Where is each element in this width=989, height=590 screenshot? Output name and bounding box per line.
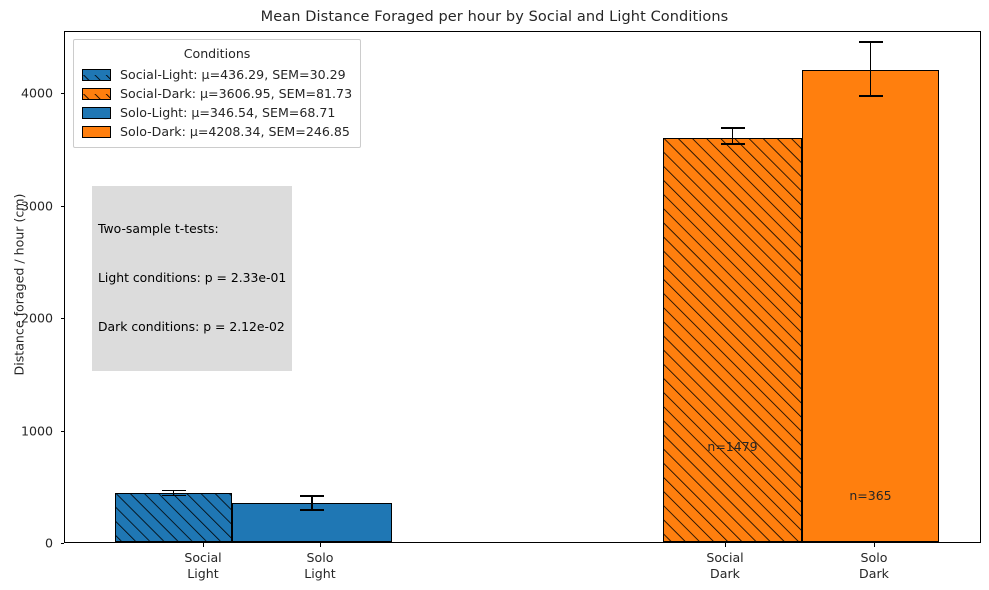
y-tick-label-3000: 3000 [20, 198, 53, 214]
y-tick-label-2000: 2000 [20, 310, 53, 326]
legend-label-social-dark: Social-Dark: μ=3606.95, SEM=81.73 [120, 86, 353, 101]
x-tick-mark-social-dark [725, 543, 727, 547]
stats-line-light: Light conditions: p = 2.33e-01 [98, 270, 287, 286]
x-tick-label-social-light-line2: Light [187, 565, 219, 581]
errorbar-solo-dark-cap-bottom [858, 95, 883, 97]
y-axis-tick-labels: 0 1000 2000 3000 4000 [0, 0, 53, 590]
errorbar-social-dark-line [731, 126, 734, 146]
y-tick-mark-4000 [60, 93, 65, 95]
y-tick-mark-3000 [60, 205, 65, 207]
errorbar-solo-light-cap-top [300, 495, 324, 498]
stats-line-dark: Dark conditions: p = 2.12e-02 [98, 318, 285, 334]
legend-swatch-social-light [82, 68, 111, 81]
y-tick-label-4000: 4000 [20, 85, 53, 101]
x-tick-label-social-dark-line1: Social [706, 550, 744, 565]
legend-item-solo-light[interactable]: Solo-Light: μ=346.54, SEM=68.71 [82, 103, 352, 122]
legend-swatch-solo-light [82, 106, 111, 119]
legend-title: Conditions [183, 46, 251, 61]
bar-social-light-hatch [116, 494, 231, 541]
y-tick-mark-2000 [60, 318, 65, 320]
stats-line-header: Two-sample t-tests: [98, 221, 219, 237]
errorbar-social-dark-cap-bottom [720, 143, 745, 146]
x-tick-label-solo-light-line1: Solo [306, 550, 334, 565]
x-tick-label-solo-dark: Solo Dark [859, 550, 889, 581]
y-tick-mark-1000 [60, 430, 65, 432]
legend-swatch-solo-dark [82, 125, 111, 138]
x-tick-label-social-dark-line2: Dark [710, 565, 740, 581]
y-tick-label-1000: 1000 [20, 423, 53, 439]
errorbar-solo-light-line [311, 495, 313, 511]
x-tick-mark-solo-light [320, 543, 322, 547]
x-tick-label-solo-light: Solo Light [304, 550, 335, 581]
legend-item-social-dark[interactable]: Social-Dark: μ=3606.95, SEM=81.73 [82, 84, 352, 103]
errorbar-social-dark-cap-top [720, 126, 745, 129]
bar-solo-dark[interactable] [802, 70, 939, 542]
errorbar-social-light-line [172, 489, 175, 497]
bar-social-dark-hatch [664, 138, 801, 541]
legend-label-solo-dark: Solo-Dark: μ=4208.34, SEM=246.85 [120, 124, 350, 139]
legend-swatch-social-dark [82, 87, 111, 100]
bar-social-dark[interactable] [663, 137, 802, 542]
y-tick-mark-0 [60, 543, 65, 545]
legend[interactable]: Conditions Social-Light: μ=436.29, SEM=3… [73, 39, 362, 148]
x-tick-label-social-dark: Social Dark [706, 550, 743, 581]
stats-annotation-box: Two-sample t-tests: Light conditions: p … [92, 186, 293, 372]
errorbar-social-light-cap-bottom [161, 494, 186, 497]
n-label-solo-dark: n=365 [849, 488, 892, 503]
x-tick-mark-solo-dark [874, 543, 876, 547]
errorbar-solo-light-cap-bottom [300, 509, 324, 511]
n-label-social-dark: n=1479 [707, 439, 758, 454]
x-tick-mark-social-light [203, 543, 205, 547]
legend-item-social-light[interactable]: Social-Light: μ=436.29, SEM=30.29 [82, 65, 352, 84]
x-tick-label-social-light: Social Light [184, 550, 221, 581]
errorbar-solo-dark-line [869, 41, 872, 97]
y-axis-label: Distance foraged / hour (cm) [11, 193, 27, 376]
page-title: Mean Distance Foraged per hour by Social… [260, 9, 729, 25]
x-tick-label-solo-dark-line2: Dark [859, 565, 889, 581]
x-tick-label-solo-dark-line1: Solo [860, 550, 888, 565]
errorbar-social-light-cap-top [161, 489, 186, 492]
x-tick-label-social-light-line1: Social [184, 550, 222, 565]
y-tick-label-0: 0 [44, 535, 53, 551]
x-tick-label-solo-light-line2: Light [304, 565, 336, 581]
legend-label-solo-light: Solo-Light: μ=346.54, SEM=68.71 [120, 105, 336, 120]
bar-social-light[interactable] [115, 493, 232, 542]
legend-item-solo-dark[interactable]: Solo-Dark: μ=4208.34, SEM=246.85 [82, 122, 352, 141]
legend-label-social-light: Social-Light: μ=436.29, SEM=30.29 [120, 67, 346, 82]
errorbar-solo-dark-cap-top [858, 41, 883, 44]
